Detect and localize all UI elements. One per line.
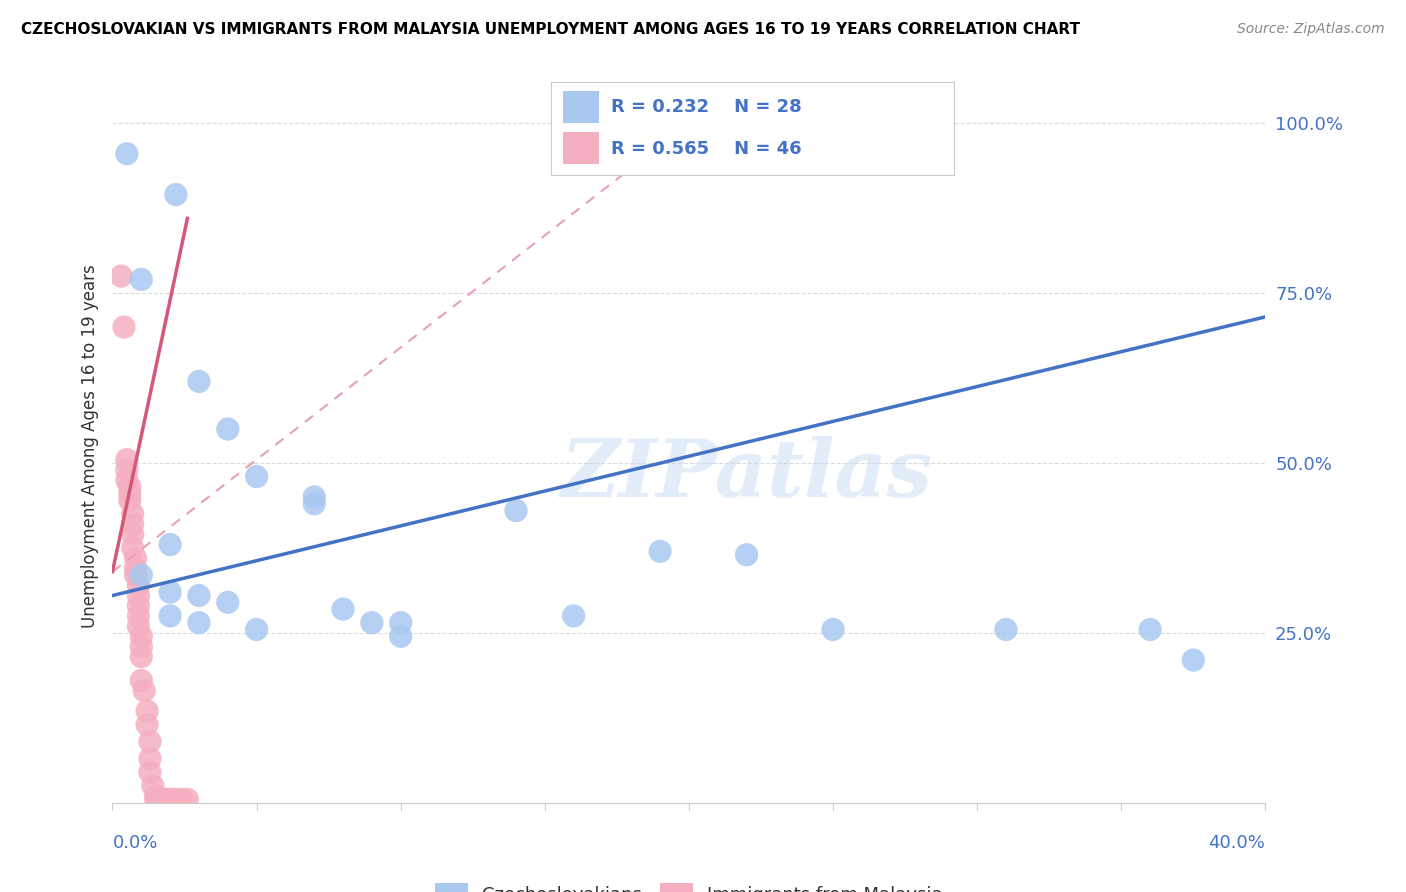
Point bbox=[136, 704, 159, 718]
Point bbox=[124, 568, 146, 582]
Point bbox=[121, 527, 143, 541]
Point bbox=[188, 375, 211, 389]
Y-axis label: Unemployment Among Ages 16 to 19 years: Unemployment Among Ages 16 to 19 years bbox=[80, 264, 98, 628]
Point bbox=[165, 187, 187, 202]
Point bbox=[159, 792, 181, 806]
Point bbox=[159, 585, 181, 599]
Text: ZIPatlas: ZIPatlas bbox=[561, 436, 932, 513]
Point bbox=[1182, 653, 1205, 667]
Point bbox=[153, 792, 176, 806]
Point bbox=[142, 779, 165, 793]
Point bbox=[188, 615, 211, 630]
Point bbox=[124, 561, 146, 575]
Point bbox=[217, 422, 239, 436]
Point bbox=[129, 640, 153, 654]
Point bbox=[118, 486, 141, 500]
Point bbox=[118, 480, 141, 494]
Point bbox=[304, 497, 326, 511]
Point bbox=[129, 673, 153, 688]
Text: Source: ZipAtlas.com: Source: ZipAtlas.com bbox=[1237, 22, 1385, 37]
Point bbox=[735, 548, 758, 562]
Point bbox=[115, 463, 138, 477]
Point bbox=[245, 623, 267, 637]
Point bbox=[124, 551, 146, 566]
Point bbox=[145, 789, 167, 803]
Point bbox=[115, 146, 138, 161]
Point bbox=[129, 629, 153, 643]
Point bbox=[176, 792, 198, 806]
Point bbox=[332, 602, 354, 616]
Point bbox=[148, 792, 170, 806]
Text: CZECHOSLOVAKIAN VS IMMIGRANTS FROM MALAYSIA UNEMPLOYMENT AMONG AGES 16 TO 19 YEA: CZECHOSLOVAKIAN VS IMMIGRANTS FROM MALAY… bbox=[21, 22, 1080, 37]
Text: 0.0%: 0.0% bbox=[112, 834, 157, 852]
Point bbox=[995, 623, 1018, 637]
Point bbox=[136, 717, 159, 731]
Point bbox=[112, 320, 135, 334]
Point bbox=[188, 589, 211, 603]
Text: 40.0%: 40.0% bbox=[1209, 834, 1265, 852]
Point bbox=[150, 792, 173, 806]
Point bbox=[127, 589, 149, 603]
Point bbox=[127, 608, 149, 623]
Point bbox=[562, 608, 585, 623]
Point bbox=[153, 792, 176, 806]
Point bbox=[110, 269, 132, 284]
Point bbox=[129, 649, 153, 664]
Point bbox=[145, 792, 167, 806]
Point bbox=[360, 615, 382, 630]
Point bbox=[505, 503, 527, 517]
Point bbox=[129, 272, 153, 286]
Point bbox=[139, 734, 162, 748]
Point bbox=[115, 473, 138, 487]
Point bbox=[148, 792, 170, 806]
Point bbox=[389, 615, 412, 630]
Point bbox=[121, 507, 143, 521]
Point bbox=[821, 623, 844, 637]
Point bbox=[389, 629, 412, 643]
Point bbox=[150, 792, 173, 806]
Point bbox=[129, 568, 153, 582]
Legend: Czechoslovakians, Immigrants from Malaysia: Czechoslovakians, Immigrants from Malays… bbox=[427, 876, 950, 892]
Point bbox=[127, 578, 149, 592]
Point bbox=[139, 751, 162, 765]
Point bbox=[159, 608, 181, 623]
Point bbox=[648, 544, 672, 558]
Point bbox=[217, 595, 239, 609]
Point bbox=[165, 792, 187, 806]
Point bbox=[1139, 623, 1161, 637]
Point bbox=[127, 619, 149, 633]
Point bbox=[304, 490, 326, 504]
Point bbox=[170, 792, 193, 806]
Point bbox=[115, 452, 138, 467]
Point bbox=[121, 517, 143, 532]
Point bbox=[127, 599, 149, 613]
Point bbox=[162, 792, 184, 806]
Point bbox=[245, 469, 267, 483]
Point bbox=[159, 537, 181, 551]
Point bbox=[156, 792, 179, 806]
Point bbox=[118, 493, 141, 508]
Point bbox=[121, 541, 143, 555]
Point bbox=[139, 765, 162, 780]
Point bbox=[134, 683, 156, 698]
Point bbox=[162, 792, 184, 806]
